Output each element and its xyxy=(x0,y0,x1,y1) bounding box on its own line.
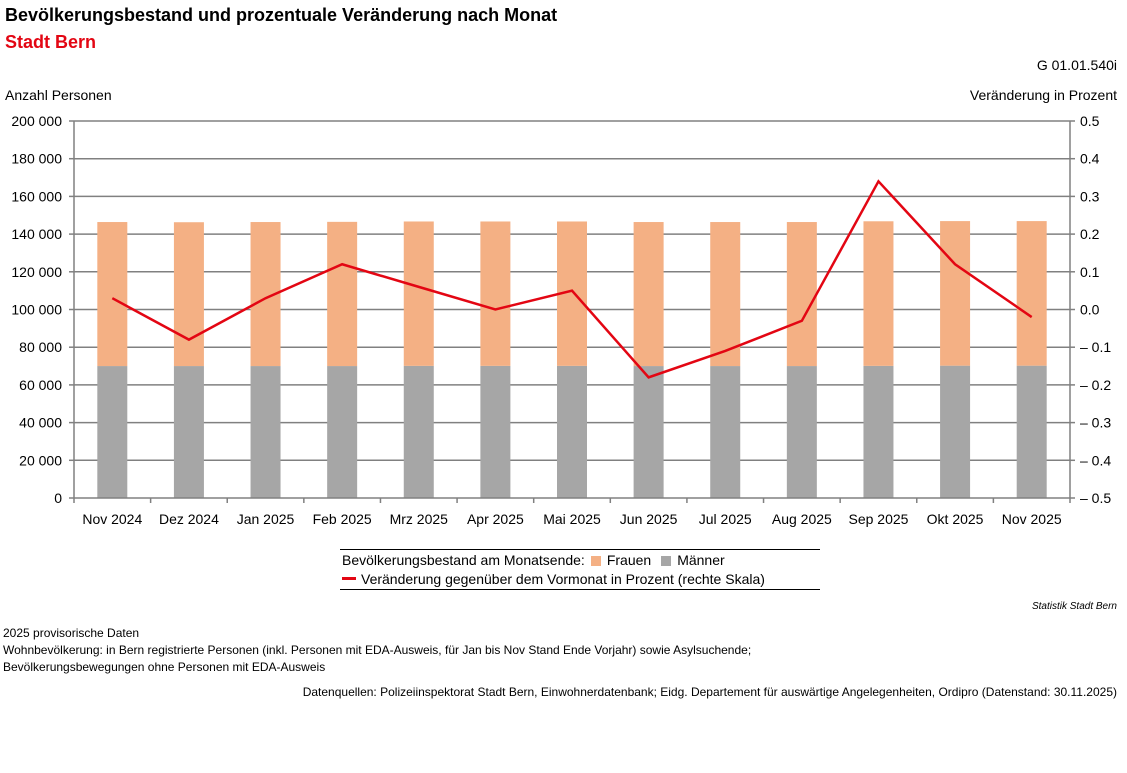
notes: 2025 provisorische Daten Wohnbevölkerung… xyxy=(3,625,751,676)
x-tick-label: Apr 2025 xyxy=(467,511,524,527)
x-tick-label: Nov 2025 xyxy=(1002,511,1062,527)
legend-maenner: Männer xyxy=(677,552,725,568)
chart-code: G 01.01.540i xyxy=(1036,57,1117,73)
data-source: Datenquellen: Polizeiinspektorat Stadt B… xyxy=(302,685,1117,699)
x-tick-label: Jul 2025 xyxy=(699,511,752,527)
bar-frauen xyxy=(480,221,511,366)
y-tick-label-left: 180 000 xyxy=(11,151,62,167)
y-tick-label-right: – 0.3 xyxy=(1080,415,1111,431)
y-tick-label-right: – 0.1 xyxy=(1080,339,1111,355)
bar-frauen xyxy=(173,222,204,367)
y-tick-label-right: – 0.4 xyxy=(1080,452,1111,468)
x-tick-label: Jun 2025 xyxy=(620,511,678,527)
bar-frauen xyxy=(633,222,664,367)
y-tick-label-left: 200 000 xyxy=(11,113,62,129)
y-axis-right-label: Veränderung in Prozent xyxy=(969,87,1117,103)
bars xyxy=(97,221,1047,498)
bar-frauen xyxy=(710,222,741,367)
note-2: Wohnbevölkerung: in Bern registrierte Pe… xyxy=(3,643,752,657)
y-tick-label-left: 160 000 xyxy=(11,188,62,204)
legend-swatch-maenner xyxy=(661,556,672,566)
bar-maenner xyxy=(710,366,741,498)
y-tick-label-left: 120 000 xyxy=(11,264,62,280)
bar-frauen xyxy=(863,221,894,366)
x-tick-label: Nov 2024 xyxy=(82,511,142,527)
x-tick-label: Okt 2025 xyxy=(927,511,984,527)
bar-maenner xyxy=(557,365,587,498)
bar-maenner xyxy=(633,366,664,498)
legend-row-line: Veränderung gegenüber dem Vormonat in Pr… xyxy=(342,570,820,589)
x-tick-label: Jan 2025 xyxy=(237,511,295,527)
y-tick-label-right: – 0.5 xyxy=(1080,490,1111,506)
bar-frauen xyxy=(327,221,358,367)
x-tick-label: Feb 2025 xyxy=(313,511,372,527)
bar-maenner xyxy=(173,366,204,498)
bar-maenner xyxy=(97,366,128,498)
bar-frauen xyxy=(1016,221,1047,366)
x-tick-label: Mai 2025 xyxy=(543,511,601,527)
y-tick-label-left: 20 000 xyxy=(19,452,62,468)
bar-maenner xyxy=(403,365,434,498)
bar-frauen xyxy=(403,221,434,366)
legend-row-bars: Bevölkerungsbestand am Monatsende: Frauen… xyxy=(342,551,820,570)
y-tick-label-right: 0.5 xyxy=(1080,113,1100,129)
bar-frauen xyxy=(97,222,128,367)
bar-maenner xyxy=(940,365,971,498)
y-tick-label-left: 100 000 xyxy=(11,302,62,318)
bar-maenner xyxy=(1016,365,1047,498)
legend-prefix: Bevölkerungsbestand am Monatsende: xyxy=(342,552,585,568)
y-tick-label-left: 80 000 xyxy=(19,339,62,355)
y-tick-label-right: 0.1 xyxy=(1080,264,1100,280)
x-tick-label: Dez 2024 xyxy=(159,511,219,527)
chart-subtitle: Stadt Bern xyxy=(5,32,97,52)
y-tick-label-left: 60 000 xyxy=(19,377,62,393)
x-tick-label: Sep 2025 xyxy=(848,511,908,527)
note-3: Bevölkerungsbewegungen ohne Personen mit… xyxy=(3,660,326,674)
bar-frauen xyxy=(940,221,971,366)
bar-maenner xyxy=(786,366,817,498)
y-tick-label-right: 0.3 xyxy=(1080,188,1100,204)
bar-maenner xyxy=(327,366,358,498)
tick-labels: 0 20 000 40 000 60 000 80 000 100 000 120 000 1… xyxy=(11,113,1111,527)
x-tick-label: Mrz 2025 xyxy=(390,511,449,527)
y-axis-left-label: Anzahl Personen xyxy=(5,87,112,103)
chart-svg: 0 20 000 40 000 60 000 80 000 100 000 120 000 1… xyxy=(11,113,1111,527)
y-tick-label-right: 0.2 xyxy=(1080,226,1100,242)
y-tick-label-right: 0.0 xyxy=(1080,302,1100,318)
y-tick-label-left: 0 xyxy=(54,490,62,506)
y-tick-label-right: 0.4 xyxy=(1080,151,1100,167)
legend: Bevölkerungsbestand am Monatsende: Frauen… xyxy=(340,549,820,590)
axes xyxy=(69,120,1075,503)
y-tick-label-left: 140 000 xyxy=(11,226,62,242)
bar-frauen xyxy=(786,222,817,367)
x-tick-label: Aug 2025 xyxy=(772,511,832,527)
note-1: 2025 provisorische Daten xyxy=(3,626,140,640)
legend-swatch-frauen xyxy=(590,556,601,566)
credit: Statistik Stadt Bern xyxy=(1031,601,1117,612)
legend-line: Veränderung gegenüber dem Vormonat in Pr… xyxy=(361,571,765,587)
y-tick-label-left: 40 000 xyxy=(19,415,62,431)
y-tick-label-right: – 0.2 xyxy=(1080,377,1111,393)
bar-maenner xyxy=(480,365,511,498)
legend-swatch-line xyxy=(342,577,356,580)
change-line xyxy=(111,179,1033,379)
bar-maenner xyxy=(250,366,281,498)
bar-maenner xyxy=(863,365,894,498)
legend-frauen: Frauen xyxy=(606,552,652,568)
chart-title: Bevölkerungsbestand und prozentuale Verä… xyxy=(5,5,558,25)
